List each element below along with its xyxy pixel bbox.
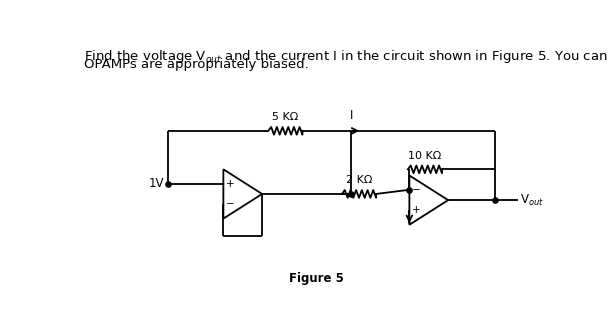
Text: 10 KΩ: 10 KΩ bbox=[408, 151, 442, 161]
Text: Find the voltage V$_{out}$ and the current I in the circuit shown in Figure 5. Y: Find the voltage V$_{out}$ and the curre… bbox=[84, 48, 609, 65]
Text: Figure 5: Figure 5 bbox=[289, 272, 344, 285]
Text: −: − bbox=[226, 199, 234, 209]
Text: OPAMPs are appropriately biased.: OPAMPs are appropriately biased. bbox=[84, 58, 309, 72]
Text: I: I bbox=[350, 109, 353, 122]
Text: 5 KΩ: 5 KΩ bbox=[272, 112, 298, 122]
Text: V$_{out}$: V$_{out}$ bbox=[520, 192, 544, 208]
Text: 1V: 1V bbox=[149, 177, 164, 190]
Text: +: + bbox=[412, 205, 421, 215]
Text: 2 KΩ: 2 KΩ bbox=[346, 175, 372, 185]
Text: −: − bbox=[412, 185, 421, 195]
Text: +: + bbox=[226, 178, 234, 188]
